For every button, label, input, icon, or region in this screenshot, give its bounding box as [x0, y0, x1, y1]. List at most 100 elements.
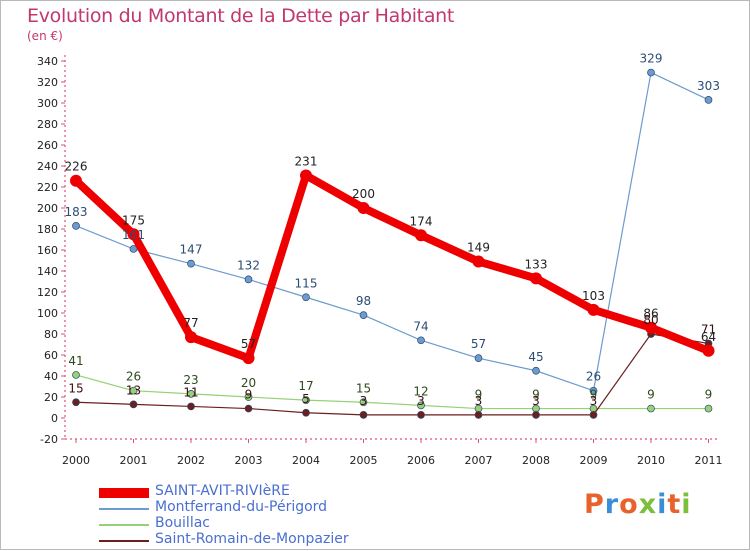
x-tick-label: 2011: [695, 454, 723, 467]
y-tick-label: 0: [51, 412, 58, 425]
y-tick-label: 40: [44, 370, 58, 383]
data-point[interactable]: [472, 255, 485, 268]
x-tick-label: 2005: [350, 454, 378, 467]
data-point[interactable]: [532, 411, 540, 419]
data-point[interactable]: [647, 68, 655, 77]
x-tick-label: 2000: [62, 454, 90, 467]
data-point[interactable]: [357, 202, 370, 214]
x-tick-label: 2010: [637, 454, 665, 467]
brand-letter: t: [667, 489, 682, 520]
brand-logo: Proxiti: [584, 489, 692, 520]
data-point[interactable]: [474, 354, 483, 362]
data-point[interactable]: [587, 303, 600, 316]
y-tick-label: 100: [37, 307, 58, 320]
data-point[interactable]: [187, 259, 195, 268]
data-label: 26: [126, 370, 141, 384]
data-label: 98: [356, 294, 371, 308]
brand-letter: r: [604, 489, 620, 520]
data-point[interactable]: [359, 411, 368, 419]
data-label: 11: [183, 385, 198, 399]
data-label: 329: [640, 52, 663, 66]
x-tick-label: 2007: [465, 454, 493, 467]
legend-swatch: [99, 488, 149, 498]
data-label: 161: [122, 228, 145, 242]
data-point[interactable]: [647, 404, 655, 413]
data-point[interactable]: [302, 408, 310, 417]
data-label: 149: [467, 241, 490, 255]
data-point[interactable]: [704, 95, 713, 104]
data-point[interactable]: [302, 396, 310, 404]
data-label: 133: [525, 257, 548, 271]
data-point[interactable]: [302, 293, 310, 302]
data-point[interactable]: [300, 169, 312, 182]
y-tick-label: 20: [44, 391, 58, 404]
data-label: 3: [475, 394, 483, 408]
brand-letter: o: [619, 489, 639, 520]
data-point[interactable]: [359, 398, 368, 407]
brand-letter: i: [657, 489, 668, 520]
y-tick-label: 280: [37, 118, 58, 131]
data-point[interactable]: [72, 371, 80, 379]
data-label: 12: [413, 384, 428, 398]
data-point[interactable]: [129, 400, 138, 409]
series-line: [72, 171, 713, 363]
data-label: 132: [237, 258, 260, 272]
y-tick-label: 320: [37, 76, 58, 89]
data-point[interactable]: [185, 331, 197, 344]
data-point[interactable]: [417, 336, 425, 345]
data-label: 9: [532, 388, 540, 402]
data-label: 103: [582, 289, 605, 303]
data-label: 175: [122, 213, 145, 227]
data-point[interactable]: [244, 393, 253, 401]
legend-label: Montferrand-du-Périgord: [155, 499, 328, 515]
data-point[interactable]: [187, 402, 195, 411]
data-point[interactable]: [244, 275, 253, 284]
data-point[interactable]: [589, 411, 598, 419]
data-point[interactable]: [704, 404, 713, 413]
y-tick-label: 240: [37, 160, 58, 173]
data-label: 15: [68, 381, 83, 395]
y-tick-label: 160: [37, 244, 58, 257]
data-point[interactable]: [187, 390, 195, 398]
y-tick-label: 300: [37, 97, 58, 110]
data-point[interactable]: [415, 229, 427, 242]
data-point[interactable]: [72, 398, 80, 407]
data-label: 9: [245, 388, 253, 402]
y-tick-label: -20: [40, 433, 58, 446]
brand-letter: P: [584, 489, 605, 520]
data-point[interactable]: [532, 366, 540, 375]
series-0: [70, 169, 715, 365]
data-point[interactable]: [70, 174, 82, 187]
data-label: 183: [65, 205, 88, 219]
series-line: [75, 71, 710, 392]
x-tick-label: 2004: [292, 454, 320, 467]
data-point[interactable]: [72, 222, 80, 230]
data-point[interactable]: [589, 386, 598, 395]
series-1: [72, 68, 713, 395]
data-point[interactable]: [530, 272, 542, 285]
data-point[interactable]: [129, 386, 138, 395]
data-point[interactable]: [244, 404, 253, 413]
data-point[interactable]: [645, 321, 657, 334]
data-point[interactable]: [702, 344, 715, 357]
data-point[interactable]: [129, 245, 138, 253]
data-label: 226: [65, 160, 88, 174]
data-point[interactable]: [417, 401, 425, 410]
data-point[interactable]: [242, 352, 255, 365]
chart-subtitle: (en €): [27, 29, 63, 43]
data-label: 57: [241, 337, 256, 351]
data-point[interactable]: [417, 411, 425, 419]
data-point[interactable]: [127, 228, 140, 241]
x-tick-label: 2001: [120, 454, 148, 467]
data-label: 174: [410, 214, 433, 228]
y-tick-label: 340: [37, 55, 58, 68]
data-point[interactable]: [359, 311, 368, 319]
data-label: 64: [701, 330, 716, 344]
legend-swatch: [99, 540, 149, 542]
data-point[interactable]: [474, 411, 483, 419]
data-label: 3: [360, 394, 368, 408]
brand-letter: x: [638, 489, 658, 520]
data-label: 231: [295, 154, 318, 168]
data-label: 57: [471, 337, 486, 351]
